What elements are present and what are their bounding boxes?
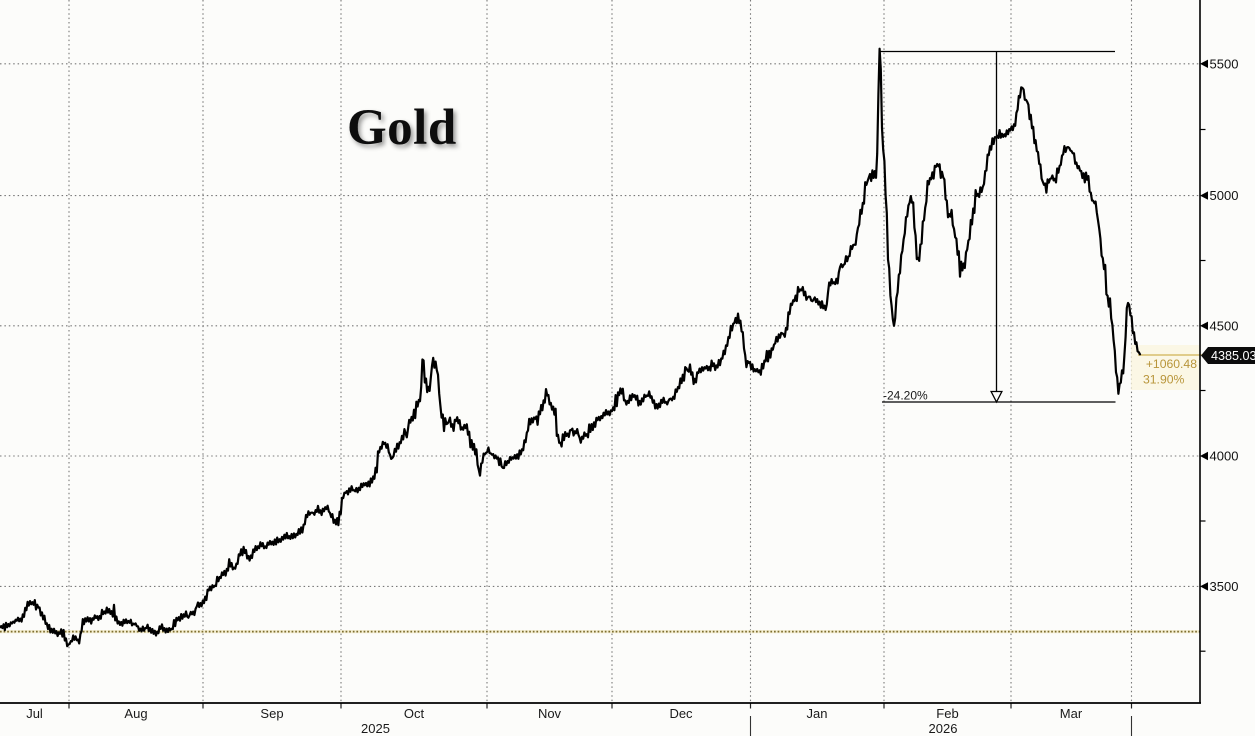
svg-text:2025: 2025 <box>361 721 390 736</box>
svg-text:Aug: Aug <box>124 706 147 721</box>
svg-text:Jan: Jan <box>807 706 828 721</box>
svg-text:Jul: Jul <box>26 706 43 721</box>
svg-text:-24.20%: -24.20% <box>883 389 928 403</box>
svg-text:Gold: Gold <box>347 100 457 156</box>
svg-text:4385.03: 4385.03 <box>1211 349 1255 363</box>
svg-text:Mar: Mar <box>1060 706 1083 721</box>
svg-text:5000: 5000 <box>1210 188 1239 203</box>
svg-text:Feb: Feb <box>936 706 958 721</box>
svg-text:Oct: Oct <box>404 706 425 721</box>
svg-text:+1060.48: +1060.48 <box>1146 357 1197 371</box>
svg-text:Sep: Sep <box>260 706 283 721</box>
svg-text:Dec: Dec <box>669 706 693 721</box>
svg-text:Nov: Nov <box>538 706 562 721</box>
svg-text:5500: 5500 <box>1210 56 1239 71</box>
svg-text:4000: 4000 <box>1210 449 1239 464</box>
svg-text:4500: 4500 <box>1210 318 1239 333</box>
svg-text:3500: 3500 <box>1210 579 1239 594</box>
svg-text:2026: 2026 <box>929 721 958 736</box>
svg-text:31.90%: 31.90% <box>1143 373 1184 387</box>
